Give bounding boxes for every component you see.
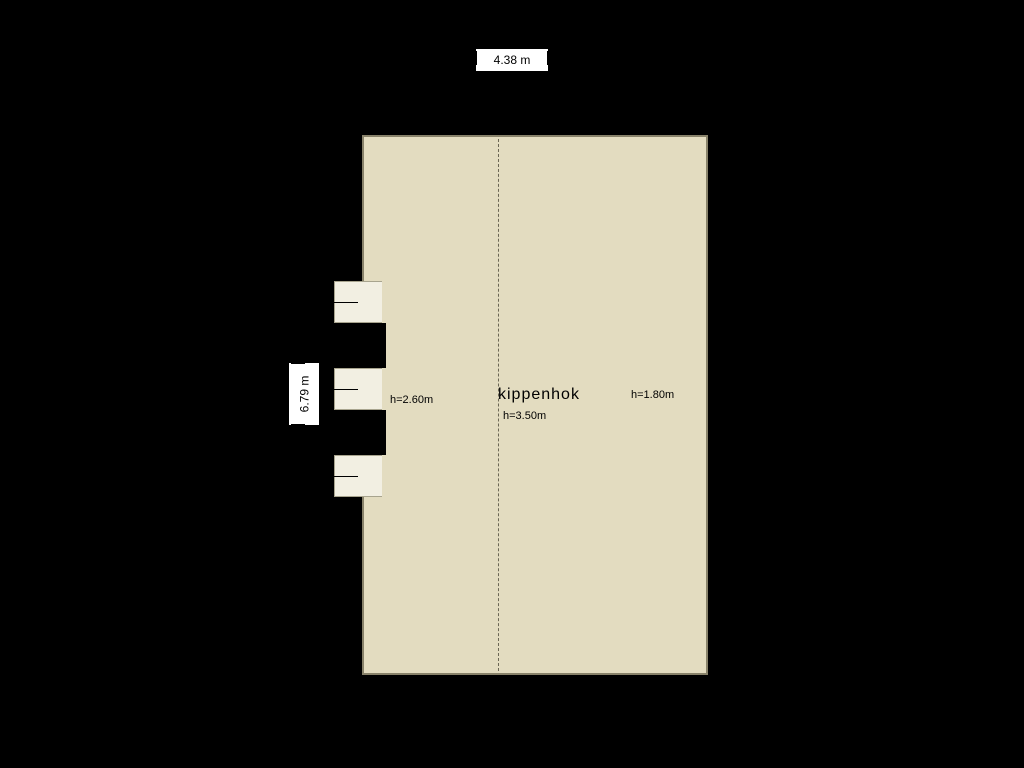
dimension-left-text: 6.79 m <box>297 376 311 413</box>
dimension-top-text: 4.38 m <box>494 53 531 67</box>
height-label-right: h=1.80m <box>631 389 674 401</box>
height-label-left: h=2.60m <box>390 394 433 406</box>
height-label-mid: h=3.50m <box>503 410 546 422</box>
dimension-top: 4.38 m <box>476 49 548 71</box>
wall-panel-1 <box>362 410 386 455</box>
window-inner-0 <box>358 281 382 323</box>
interior-divider <box>498 139 499 671</box>
window-inner-2 <box>358 455 382 497</box>
window-inner-1 <box>358 368 382 410</box>
wall-panel-0 <box>362 323 386 368</box>
room-title: kippenhok <box>498 386 580 404</box>
floorplan-stage: 4.38 m 6.79 m kippenhok h=2.60m h=3.50m … <box>0 0 1024 768</box>
dimension-left: 6.79 m <box>289 363 319 425</box>
